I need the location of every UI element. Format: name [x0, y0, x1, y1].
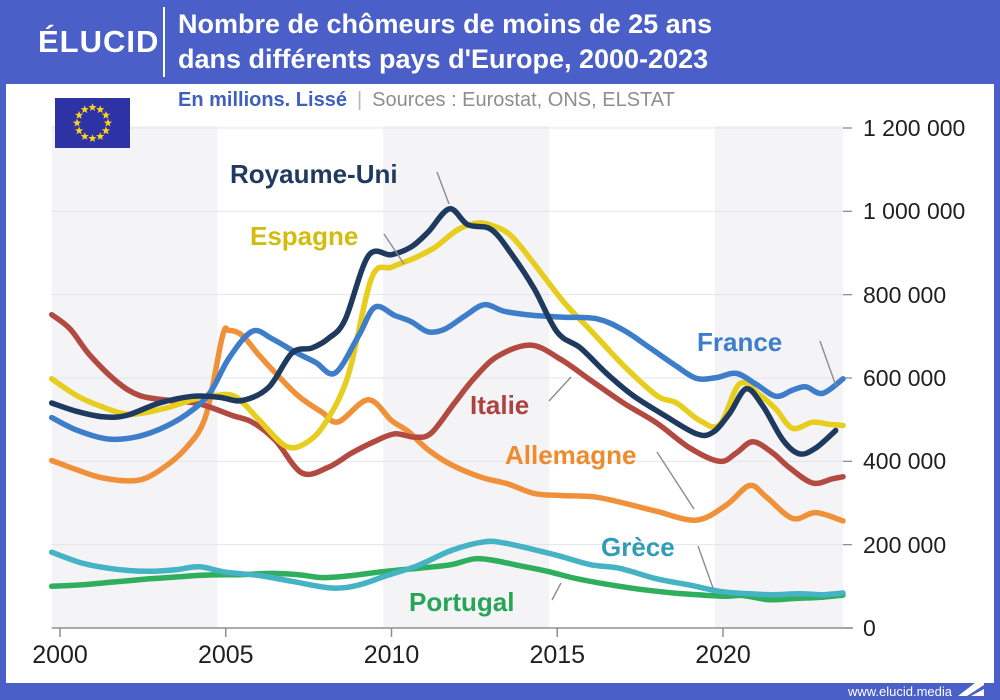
sources-text: Sources : Eurostat, ONS, ELSTAT [372, 89, 675, 111]
x-tick-label: 2000 [32, 641, 88, 669]
left-border [0, 0, 6, 700]
y-tick-label: 1 200 000 [863, 115, 966, 141]
page-title: Nombre de chômeurs de moins de 25 ans da… [178, 7, 712, 77]
elucid-arrow-icon [958, 676, 984, 696]
y-tick-label: 200 000 [863, 531, 947, 558]
subtitle: En millions. Lissé | Sources : Eurostat, O… [178, 89, 675, 112]
x-tick-label: 2010 [363, 641, 420, 669]
subtitle-separator: | [356, 89, 363, 111]
series-label-royaume-uni: Royaume-Uni [230, 159, 398, 189]
series-label-espagne: Espagne [250, 221, 359, 251]
series-label-portugal: Portugal [409, 587, 515, 617]
title-line-1: Nombre de chômeurs de moins de 25 ans [178, 9, 713, 39]
eu-flag-icon [55, 98, 130, 148]
x-tick-label: 2005 [197, 641, 254, 669]
series-label-allemagne: Allemagne [505, 440, 637, 470]
unit-note: En millions. Lissé [178, 89, 347, 111]
y-tick-label: 0 [863, 615, 876, 641]
header-divider [163, 7, 165, 77]
series-label-italie: Italie [470, 390, 530, 420]
series-label-france: France [697, 327, 783, 357]
header-bar: ÉLUCID Nombre de chômeurs de moins de 25… [0, 0, 1000, 84]
right-border [994, 0, 1000, 700]
footer-bar [0, 683, 1000, 700]
y-tick-label: 600 000 [863, 365, 947, 391]
x-tick-label: 2015 [529, 641, 586, 669]
x-tick-label: 2020 [695, 641, 751, 669]
footer-website: www.elucid.media [847, 684, 952, 699]
title-line-2: dans différents pays d'Europe, 2000-2023 [178, 44, 709, 74]
y-tick-label: 800 000 [863, 281, 947, 308]
elucid-logo: ÉLUCID [38, 24, 160, 59]
series-label-grece: Grèce [601, 532, 675, 562]
y-tick-label: 400 000 [863, 448, 947, 475]
y-tick-label: 1 000 000 [863, 198, 966, 225]
